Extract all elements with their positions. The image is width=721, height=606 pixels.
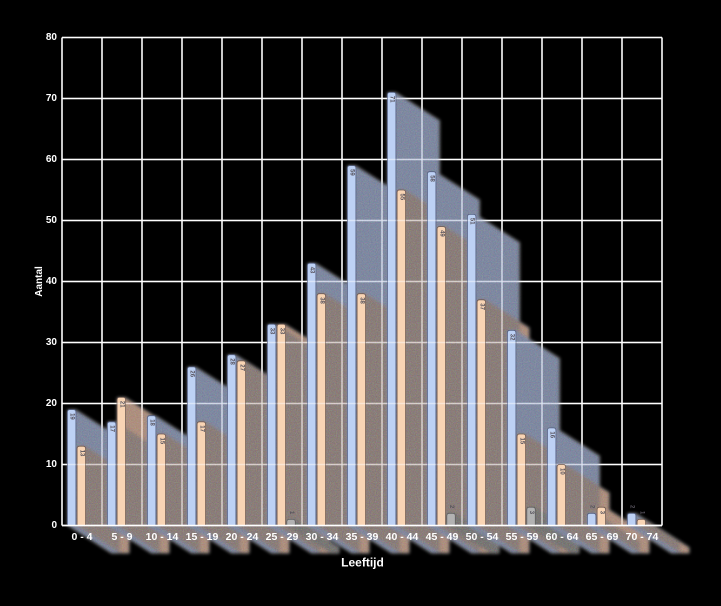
svg-text:0 - 4: 0 - 4 (71, 531, 92, 543)
svg-text:40: 40 (46, 276, 58, 287)
svg-text:80: 80 (46, 32, 58, 43)
svg-text:27: 27 (238, 364, 244, 371)
svg-text:17: 17 (198, 425, 204, 432)
svg-text:25 - 29: 25 - 29 (266, 531, 299, 543)
svg-text:33: 33 (278, 328, 284, 335)
svg-text:45 - 49: 45 - 49 (426, 531, 459, 543)
svg-text:55 - 59: 55 - 59 (506, 531, 539, 543)
svg-text:33: 33 (269, 328, 275, 335)
svg-text:17: 17 (109, 425, 115, 432)
svg-text:19: 19 (69, 413, 75, 420)
svg-text:40 - 44: 40 - 44 (386, 531, 419, 543)
svg-text:38: 38 (318, 297, 324, 304)
svg-text:50 - 54: 50 - 54 (466, 531, 499, 543)
svg-text:58: 58 (429, 175, 435, 182)
svg-text:3: 3 (598, 511, 604, 515)
svg-text:65 - 69: 65 - 69 (586, 531, 619, 543)
svg-text:38: 38 (358, 297, 364, 304)
svg-text:20: 20 (46, 398, 58, 409)
svg-text:71: 71 (389, 96, 395, 103)
svg-text:2: 2 (589, 505, 595, 509)
svg-text:5 - 9: 5 - 9 (111, 531, 132, 543)
svg-text:15 - 19: 15 - 19 (186, 531, 219, 543)
svg-text:55: 55 (398, 194, 404, 201)
svg-text:3: 3 (528, 511, 534, 515)
svg-text:Aantal: Aantal (34, 266, 45, 297)
svg-text:30 - 34: 30 - 34 (306, 531, 339, 543)
svg-text:16: 16 (549, 431, 555, 438)
svg-text:21: 21 (118, 401, 124, 408)
svg-text:15: 15 (518, 438, 524, 445)
svg-text:1: 1 (288, 511, 294, 515)
svg-text:2: 2 (448, 505, 454, 509)
svg-text:70 - 74: 70 - 74 (626, 531, 659, 543)
svg-text:51: 51 (469, 218, 475, 225)
svg-text:50: 50 (46, 215, 58, 226)
svg-text:10: 10 (46, 459, 58, 470)
svg-text:70: 70 (46, 93, 58, 104)
svg-text:28: 28 (229, 358, 235, 365)
svg-text:43: 43 (309, 267, 315, 274)
svg-text:20 - 24: 20 - 24 (226, 531, 259, 543)
svg-text:0: 0 (51, 520, 57, 531)
svg-text:32: 32 (509, 334, 515, 341)
svg-text:49: 49 (438, 230, 444, 237)
svg-text:1: 1 (638, 511, 644, 515)
svg-text:13: 13 (78, 450, 84, 457)
svg-text:10 - 14: 10 - 14 (146, 531, 179, 543)
svg-text:15: 15 (158, 438, 164, 445)
svg-text:60: 60 (46, 154, 58, 165)
svg-text:10: 10 (558, 468, 564, 475)
svg-text:26: 26 (189, 370, 195, 377)
svg-text:60 - 64: 60 - 64 (546, 531, 579, 543)
svg-text:30: 30 (46, 337, 58, 348)
svg-text:18: 18 (149, 419, 155, 426)
svg-text:59: 59 (349, 169, 355, 176)
svg-text:2: 2 (629, 505, 635, 509)
svg-text:Leeftijd: Leeftijd (341, 556, 384, 570)
svg-text:35 - 39: 35 - 39 (346, 531, 379, 543)
svg-text:37: 37 (478, 303, 484, 310)
